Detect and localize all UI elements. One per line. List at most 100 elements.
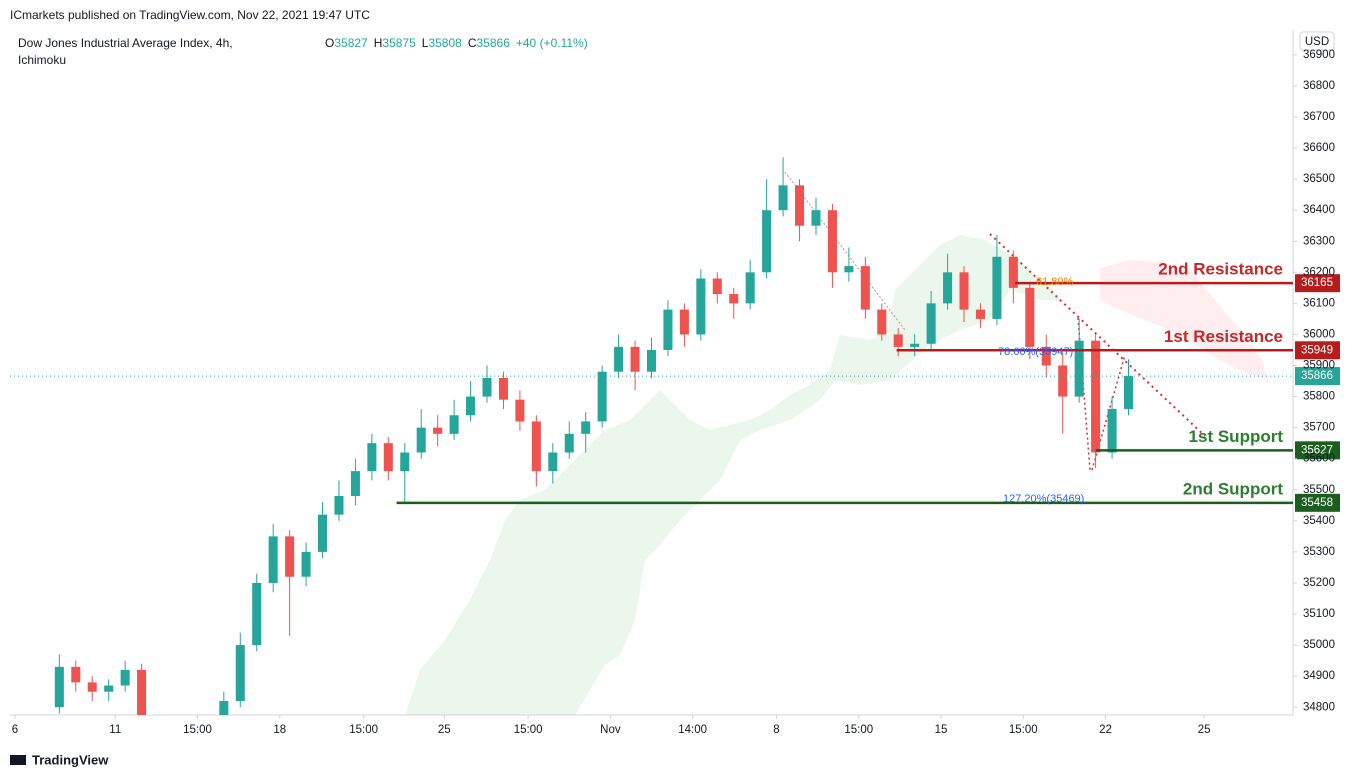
candle-body — [745, 272, 755, 304]
y-tick-label: 36600 — [1303, 142, 1335, 154]
candle-body — [268, 536, 278, 583]
x-tick-label: 8 — [773, 724, 779, 736]
x-tick-label: 22 — [1099, 724, 1112, 736]
last-price-label: 35866 — [1301, 370, 1333, 382]
fib-label: 61.80% — [1036, 276, 1074, 288]
trend-line — [989, 233, 1206, 437]
o-value: 35827 — [334, 36, 368, 50]
y-tick-label: 35500 — [1303, 484, 1335, 496]
y-tick-label: 36900 — [1303, 49, 1335, 61]
candle-body — [630, 346, 640, 372]
candle-body — [1091, 340, 1101, 453]
h-label: H — [374, 36, 383, 50]
candle-body — [1058, 365, 1068, 397]
y-tick-label: 36800 — [1303, 80, 1335, 92]
candle-body — [170, 745, 179, 754]
x-tick-label: 6 — [12, 724, 18, 736]
y-tick-label: 36200 — [1303, 266, 1335, 278]
y-tick-label: 35700 — [1303, 422, 1335, 434]
candle-body — [235, 645, 245, 702]
x-tick-label: 15:00 — [844, 724, 873, 736]
candle-body — [877, 309, 887, 335]
y-tick-label: 35200 — [1303, 577, 1335, 589]
level-tag-label: 35458 — [1301, 497, 1333, 509]
candle-body — [350, 471, 360, 496]
candle-body — [400, 452, 410, 472]
candle-body — [71, 666, 81, 683]
c-label: C — [468, 36, 477, 50]
y-tick-label: 36100 — [1303, 297, 1335, 309]
y-tick-label: 35300 — [1303, 546, 1335, 558]
candle-body — [120, 669, 130, 686]
candle-body — [943, 272, 953, 304]
x-tick-label: 25 — [1198, 724, 1211, 736]
candle-body — [663, 309, 673, 350]
candle-body — [137, 669, 147, 715]
fib-label: 127.20%(35469) — [1003, 493, 1084, 505]
x-tick-label: 15:00 — [1009, 724, 1038, 736]
candle-body — [646, 349, 657, 372]
h-value: 35875 — [382, 36, 416, 50]
candle-body — [597, 371, 607, 422]
symbol: Dow Jones Industrial Average Index, 4h, — [18, 36, 233, 50]
candle-body — [679, 309, 689, 335]
overlay: 35866 2nd Resistance 36165 1st Resistance 35… — [10, 260, 1340, 512]
level-tag — [1295, 274, 1340, 293]
x-tick-label: 11 — [109, 724, 121, 736]
candle-body — [1041, 346, 1051, 366]
candle-body — [548, 452, 558, 472]
y-tick-label: 35600 — [1303, 453, 1335, 465]
candle-body — [1074, 340, 1084, 397]
candle-body — [762, 210, 772, 273]
candle-body — [696, 278, 706, 335]
candle-body — [893, 334, 903, 347]
candle-body — [87, 682, 97, 692]
x-tick-label: 15:00 — [183, 724, 212, 736]
y-tick-label: 35000 — [1303, 639, 1335, 651]
y-tick-label: 35800 — [1303, 391, 1335, 403]
candle-body — [449, 415, 459, 434]
y-tick-label: 36300 — [1303, 235, 1335, 247]
y-tick-label: 35100 — [1303, 608, 1335, 620]
candle-body — [433, 427, 443, 434]
level-tag — [1295, 441, 1340, 460]
x-tick-label: 15 — [935, 724, 948, 736]
candle-body — [334, 495, 344, 515]
candle-body — [531, 421, 541, 472]
footer: TradingView — [32, 752, 109, 767]
publisher: ICmarkets published on TradingView.com, … — [10, 8, 370, 22]
level-tag — [1295, 493, 1340, 512]
level-tag — [1295, 341, 1340, 360]
level-tag-label: 36165 — [1301, 277, 1333, 289]
candle-body — [416, 427, 426, 453]
candle-body — [827, 210, 837, 273]
candle-body — [992, 256, 1002, 319]
currency-box[interactable] — [1299, 31, 1335, 51]
x-tick-label: Nov — [600, 724, 621, 736]
y-tick-label: 36500 — [1303, 173, 1335, 185]
candle-body — [959, 272, 969, 310]
currency: USD — [1305, 36, 1329, 48]
x-tick-label: 15:00 — [514, 724, 543, 736]
trend-line — [784, 171, 906, 331]
series — [54, 157, 1134, 754]
y-tick-label: 34800 — [1303, 701, 1335, 713]
candle-body — [1107, 409, 1117, 453]
y-tick-label: 36400 — [1303, 204, 1335, 216]
candle-body — [581, 421, 591, 434]
candle-body — [515, 399, 525, 422]
x-tick-label: 15:00 — [349, 724, 378, 736]
fib-label: 78.60%(35947) — [998, 346, 1073, 358]
level-label: 1st Resistance — [1164, 327, 1283, 346]
logo: TradingView — [10, 752, 109, 767]
x-tick-label: 25 — [438, 724, 451, 736]
candle-body — [1008, 256, 1018, 288]
x-tick-label: 18 — [273, 724, 286, 736]
cloud-bull — [405, 235, 1060, 715]
l-value: 35808 — [428, 36, 462, 50]
candle-body — [367, 443, 377, 472]
level-label: 1st Support — [1189, 427, 1284, 446]
candle-body — [104, 685, 114, 692]
candle-body — [910, 343, 920, 347]
